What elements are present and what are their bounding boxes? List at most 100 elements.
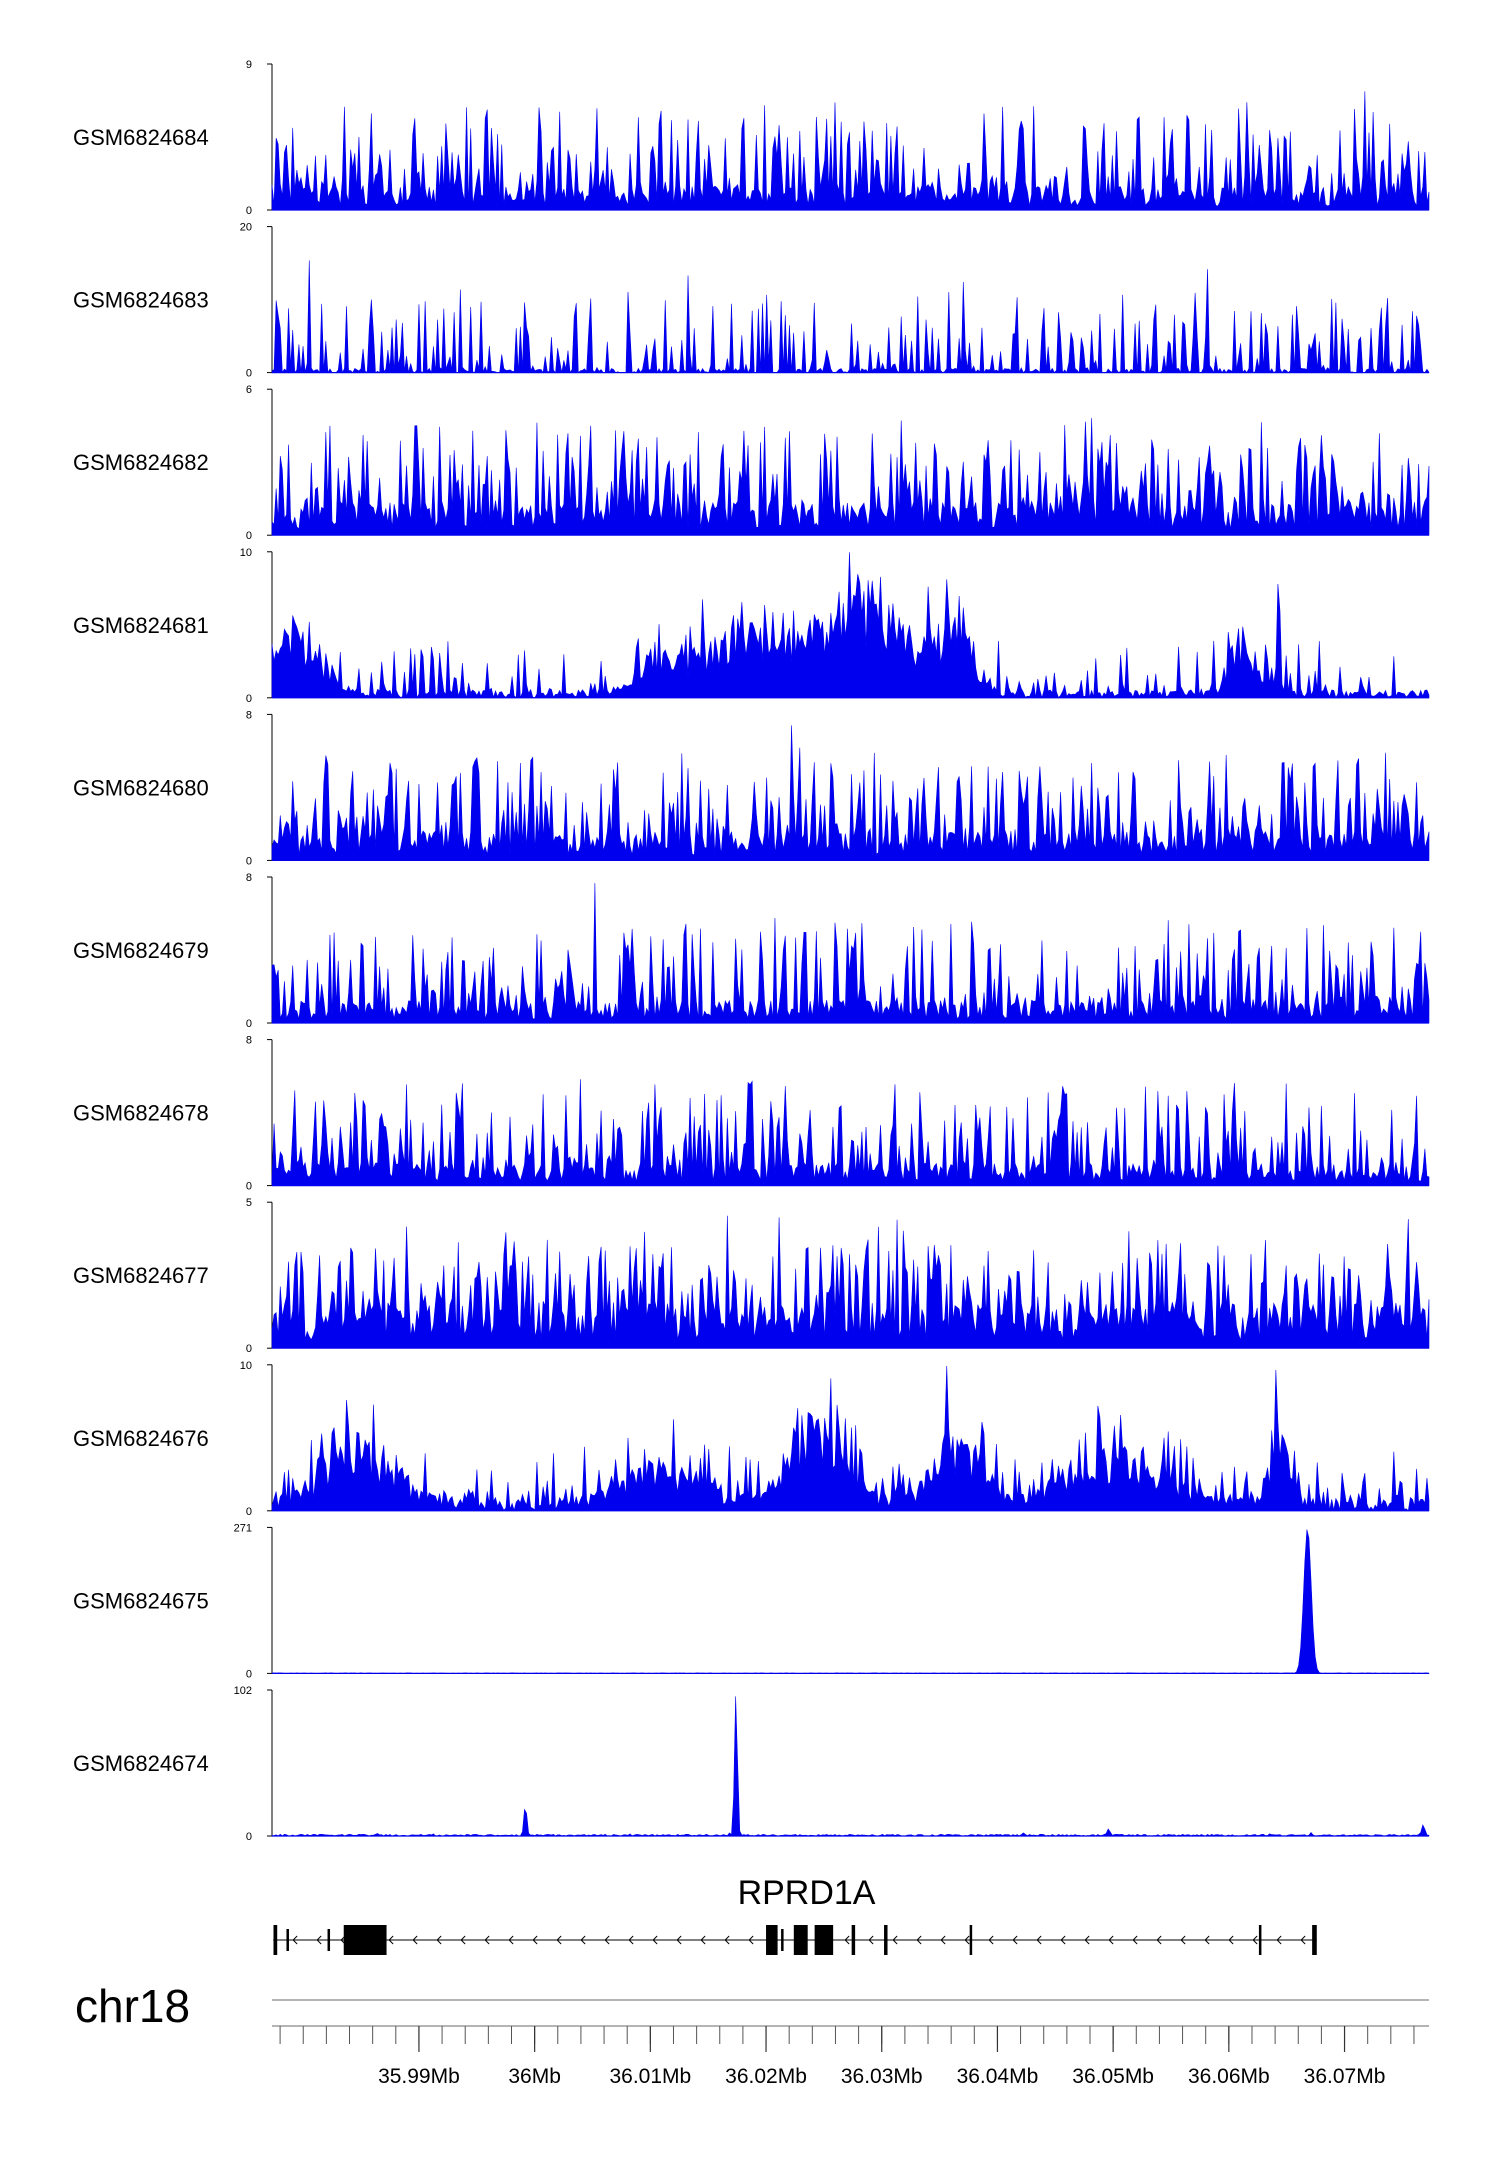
gene-exon [884, 1925, 888, 1955]
coverage-area [271, 883, 1430, 1024]
strand-chevron [700, 1935, 706, 1945]
strand-chevron [460, 1935, 466, 1945]
coverage-area [271, 1529, 1430, 1674]
x-tick-label: 36.01Mb [609, 2065, 691, 2088]
chromosome-label: chr18 [75, 1980, 190, 2032]
gene-exon [1312, 1925, 1317, 1955]
strand-chevron [676, 1935, 682, 1945]
track-label: GSM6824678 [73, 1101, 209, 1126]
strand-chevron [484, 1935, 490, 1945]
strand-chevron [436, 1935, 442, 1945]
y-tick-label-min: 0 [246, 1668, 252, 1680]
gene-annotation-track: RPRD1A [273, 1874, 1317, 1955]
track-label: GSM6824682 [73, 450, 209, 475]
coverage-area [271, 1215, 1430, 1349]
y-tick-label-max: 5 [246, 1197, 252, 1209]
genome-axis: chr18 35.99Mb 36Mb 36.01Mb 36.02Mb 36.03Mb 36… [75, 1980, 1429, 2088]
y-tick-label-min: 0 [246, 693, 252, 705]
coverage-area [271, 418, 1430, 536]
gene-exon [969, 1925, 973, 1955]
y-tick-label-max: 6 [246, 384, 252, 396]
track-label: GSM6824684 [73, 125, 209, 150]
strand-chevron [844, 1935, 850, 1945]
coverage-tracks: GSM682468490GSM6824683200GSM682468260GSM… [73, 59, 1430, 1843]
y-tick-label-min: 0 [246, 205, 252, 217]
y-tick-label-max: 10 [240, 1360, 252, 1372]
strand-chevron [316, 1935, 322, 1945]
x-tick-label: 36.07Mb [1304, 2065, 1386, 2088]
y-tick-label-min: 0 [246, 1831, 252, 1843]
gene-exon [327, 1929, 331, 1951]
strand-chevron [1228, 1935, 1234, 1945]
track-GSM6824678: GSM6824678 8 0 [73, 1035, 1430, 1193]
coverage-area [271, 1696, 1430, 1837]
track-label: GSM6824681 [73, 613, 209, 638]
strand-chevron [1300, 1935, 1306, 1945]
strand-chevron [628, 1935, 634, 1945]
y-tick-label-max: 8 [246, 709, 252, 721]
strand-chevron [964, 1935, 970, 1945]
strand-chevron [604, 1935, 610, 1945]
gene-exon [1258, 1925, 1262, 1955]
track-GSM6824683: GSM6824683 20 0 [73, 222, 1430, 380]
track-label: GSM6824676 [73, 1426, 209, 1451]
strand-chevron [1180, 1935, 1186, 1945]
y-tick-label-min: 0 [246, 1018, 252, 1030]
y-tick-label-min: 0 [246, 1343, 252, 1355]
track-label: GSM6824680 [73, 775, 209, 800]
strand-chevron [652, 1935, 658, 1945]
track-label: GSM6824677 [73, 1263, 209, 1288]
strand-chevron [988, 1935, 994, 1945]
track-GSM6824677: GSM6824677 5 0 [73, 1197, 1430, 1355]
coverage-area [271, 552, 1430, 699]
strand-chevron [940, 1935, 946, 1945]
y-tick-label-min: 0 [246, 1181, 252, 1193]
track-GSM6824684: GSM6824684 9 0 [73, 59, 1430, 217]
x-tick-label: 36.03Mb [841, 2065, 923, 2088]
y-tick-label-max: 20 [240, 222, 252, 234]
strand-chevron [532, 1935, 538, 1945]
coverage-area [271, 260, 1430, 374]
strand-chevron [1204, 1935, 1210, 1945]
strand-chevron [1276, 1935, 1282, 1945]
strand-chevron [1156, 1935, 1162, 1945]
strand-chevron [388, 1935, 394, 1945]
y-tick-label-max: 10 [240, 547, 252, 559]
coverage-area [271, 725, 1430, 861]
x-tick-label: 35.99Mb [378, 2065, 460, 2088]
y-tick-label-min: 0 [246, 530, 252, 542]
y-tick-label-max: 9 [246, 59, 252, 71]
gene-exon [766, 1925, 778, 1955]
track-GSM6824680: GSM6824680 8 0 [73, 709, 1430, 867]
track-label: GSM6824683 [73, 288, 209, 313]
y-tick-label-max: 8 [246, 872, 252, 884]
strand-chevron [580, 1935, 586, 1945]
track-GSM6824682: GSM6824682 6 0 [73, 384, 1430, 542]
x-tick-label: 36Mb [508, 2065, 561, 2088]
strand-chevron [1252, 1935, 1258, 1945]
gene-exon [286, 1929, 289, 1951]
track-label: GSM6824674 [73, 1751, 209, 1776]
gene-exon [273, 1925, 278, 1955]
strand-chevron [892, 1935, 898, 1945]
strand-chevron [724, 1935, 730, 1945]
x-tick-label: 36.06Mb [1188, 2065, 1270, 2088]
track-GSM6824679: GSM6824679 8 0 [73, 872, 1430, 1030]
track-GSM6824676: GSM6824676 10 0 [73, 1360, 1430, 1518]
strand-chevron [1060, 1935, 1066, 1945]
strand-chevron [292, 1935, 298, 1945]
coverage-area [271, 1079, 1430, 1186]
track-GSM6824674: GSM6824674 102 0 [73, 1685, 1430, 1843]
gene-exon [851, 1925, 856, 1955]
strand-chevron [412, 1935, 418, 1945]
y-tick-label-max: 8 [246, 1035, 252, 1047]
x-tick-label: 36.02Mb [725, 2065, 807, 2088]
strand-chevron [868, 1935, 874, 1945]
y-tick-label-max: 102 [234, 1685, 252, 1697]
coverage-area [271, 91, 1430, 211]
track-GSM6824681: GSM6824681 10 0 [73, 547, 1430, 705]
y-tick-label-min: 0 [246, 1506, 252, 1518]
strand-chevron [1012, 1935, 1018, 1945]
gene-name-label: RPRD1A [738, 1874, 876, 1912]
